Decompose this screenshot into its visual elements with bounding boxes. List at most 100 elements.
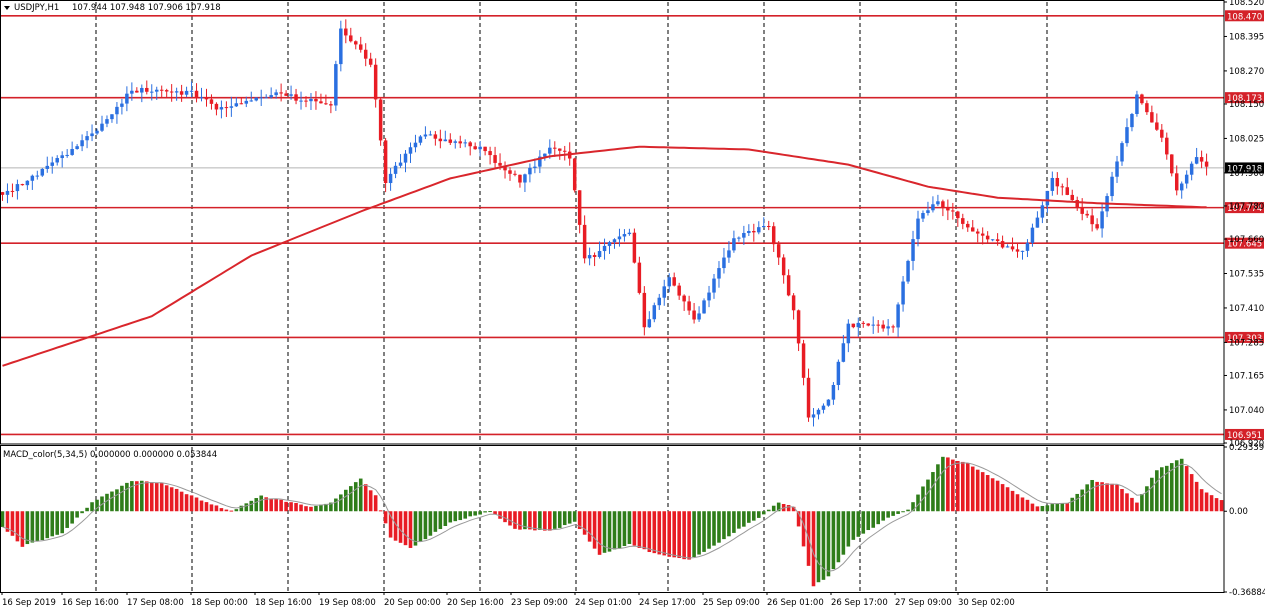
macd-histogram-bar — [577, 511, 582, 530]
level-price-box — [1225, 202, 1264, 214]
macd-histogram-bar — [75, 511, 79, 518]
candle-body — [607, 242, 612, 246]
candle-body — [572, 158, 577, 191]
macd-histogram — [0, 456, 1224, 587]
macd-histogram-bar — [821, 511, 826, 580]
macd-histogram-bar — [677, 511, 681, 559]
macd-histogram-bar — [1174, 460, 1179, 512]
macd-histogram-bar — [264, 497, 268, 512]
candle-body — [597, 251, 602, 257]
indicator-label[interactable]: MACD_color(5,34,5) 0.000000 0.000000 0.0… — [3, 450, 217, 460]
candle-body — [657, 297, 662, 306]
time-axis-label: 20 Sep 16:00 — [447, 598, 504, 608]
macd-histogram-bar — [70, 511, 74, 524]
macd-histogram-bar — [393, 511, 398, 541]
candle-body — [791, 295, 796, 311]
time-axis-label: 30 Sep 02:00 — [958, 598, 1015, 608]
macd-histogram-bar — [1184, 466, 1189, 512]
macd-histogram-bar — [423, 511, 428, 540]
macd-histogram-bar — [975, 469, 980, 512]
candle-body — [627, 232, 632, 235]
macd-histogram-bar — [214, 505, 219, 512]
macd-histogram-bar — [742, 511, 746, 527]
macd-histogram-bar — [358, 478, 363, 512]
macd-histogram-bar — [936, 464, 940, 512]
macd-histogram-bar — [339, 494, 343, 512]
symbol-dropdown-icon[interactable] — [4, 6, 10, 10]
macd-histogram-bar — [85, 507, 89, 512]
macd-histogram-bar — [1020, 497, 1025, 512]
candle-body — [458, 141, 462, 144]
macd-histogram-bar — [1110, 483, 1114, 512]
macd-histogram-bar — [428, 511, 433, 536]
candle-body — [0, 192, 5, 195]
moving-average-series — [2, 145, 1207, 367]
candle-body — [130, 90, 134, 94]
candle-body — [518, 174, 522, 183]
macd-histogram-bar — [1100, 482, 1104, 512]
macd-histogram-bar — [667, 511, 672, 557]
candle-body — [602, 245, 607, 252]
candle-body — [931, 204, 935, 211]
quote-values: 107.944 107.948 107.906 107.918 — [72, 3, 221, 13]
candle-body — [274, 92, 278, 96]
candle-body — [334, 64, 338, 106]
time-axis-label: 18 Sep 16:00 — [255, 598, 312, 608]
candle-body — [423, 134, 428, 137]
price-tick-label: 107.535 — [1229, 269, 1264, 279]
candle-body — [886, 326, 890, 329]
macd-histogram-bar — [80, 511, 84, 514]
macd-histogram-bar — [473, 511, 477, 516]
price-tick-label: 108.520 — [1229, 0, 1264, 8]
price-tick-label: 108.395 — [1229, 32, 1264, 42]
macd-histogram-bar — [314, 505, 318, 512]
candle-body — [1060, 186, 1065, 188]
macd-histogram-bar — [388, 511, 393, 538]
macd-histogram-bar — [10, 511, 15, 536]
macd-histogram-bar — [617, 511, 622, 549]
symbol-label[interactable]: USDJPY,H1 — [14, 3, 59, 13]
candle-body — [408, 147, 413, 154]
horizontal-level-lines[interactable]: 108.470 108.173 107.774 107.645 107.303 106.9… — [0, 10, 1264, 441]
macd-histogram-bar — [592, 511, 597, 549]
macd-histogram-bar — [1140, 493, 1144, 512]
candle-body — [169, 91, 174, 93]
macd-histogram-bar — [398, 511, 403, 543]
candle-body — [1100, 211, 1104, 229]
macd-histogram-bar — [951, 459, 955, 512]
candle-body — [766, 226, 771, 228]
candle-body — [891, 326, 895, 328]
macd-histogram-bar — [110, 491, 114, 512]
candle-body — [592, 255, 597, 257]
level-price-box — [1225, 428, 1264, 440]
macd-histogram-bar — [493, 511, 497, 515]
candle-body — [1145, 103, 1149, 113]
price-tick-label: 107.285 — [1229, 338, 1264, 348]
macd-histogram-bar — [707, 511, 711, 549]
candle-body — [562, 150, 567, 152]
candle-body — [781, 257, 786, 276]
candle-body — [1040, 205, 1045, 218]
candle-body — [975, 231, 980, 234]
macd-histogram-bar — [727, 511, 731, 537]
macd-histogram-bar — [652, 511, 657, 554]
macd-histogram-bar — [344, 489, 348, 512]
candle-body — [961, 218, 965, 224]
candle-body — [911, 239, 915, 261]
macd-histogram-bar — [597, 511, 602, 555]
level-price-label: 107.774 — [1227, 204, 1262, 214]
candle-body — [851, 323, 856, 328]
candle-body — [1170, 154, 1174, 174]
candle-body — [801, 343, 806, 378]
macd-histogram-bar — [1050, 504, 1055, 512]
macd-histogram-bar — [1060, 503, 1065, 512]
candle-body — [214, 103, 219, 110]
candle-body — [861, 322, 866, 324]
candle-body — [30, 175, 35, 181]
macd-histogram-bar — [204, 502, 209, 512]
macd-histogram-bar — [1194, 481, 1199, 512]
candle-body — [159, 89, 164, 91]
macd-histogram-bar — [65, 511, 69, 528]
candle-body — [786, 275, 791, 296]
